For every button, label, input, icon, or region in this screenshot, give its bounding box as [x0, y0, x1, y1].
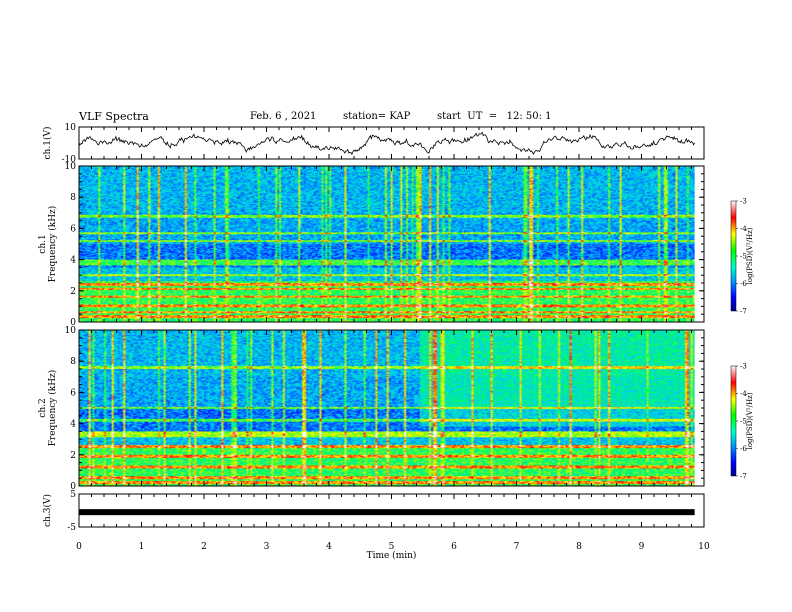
- x-tick-label: 8: [576, 542, 582, 552]
- ch3-y-tick-label: -5: [67, 523, 76, 533]
- ch1-spec-y-tick-label: 6: [70, 224, 76, 234]
- ch3-y-tick-label: 5: [70, 490, 76, 500]
- station-label: station= KAP: [343, 111, 411, 122]
- ch2-spec-y-tick-label: 4: [70, 420, 76, 430]
- ch3-y-axis-label: ch.3(V): [42, 494, 53, 527]
- ch3-signal-band: [79, 509, 695, 516]
- x-tick-label: 1: [139, 542, 145, 552]
- ch1-spec-y-tick-label: 8: [70, 193, 76, 203]
- colorbar-label: log(PSD)(V²/Hz): [746, 227, 754, 284]
- colorbar-label: log(PSD)(V²/Hz): [746, 392, 754, 449]
- x-tick-label: 0: [76, 542, 82, 552]
- ch2-spec-y-tick-label: 8: [70, 357, 76, 367]
- colorbar-tick-label: -5: [740, 253, 747, 261]
- date-label: Feb. 6 , 2021: [250, 111, 317, 122]
- figure-title: VLF Spectra: [79, 110, 149, 123]
- ch1-spec-y-tick-label: 10: [65, 162, 77, 172]
- ch1-waveform-line: [78, 131, 695, 156]
- colorbar-tick-label: -6: [740, 280, 747, 288]
- x-tick-label: 2: [201, 542, 207, 552]
- x-tick-label: 9: [639, 542, 645, 552]
- ch1-spec-y-tick-label: 0: [70, 318, 76, 328]
- ch2-spec-y-tick-label: 0: [70, 482, 76, 492]
- colorbar-tick-label: -6: [740, 445, 747, 453]
- colorbar-tick-label: -3: [740, 198, 747, 206]
- ch1-spec-y-tick-label: 2: [70, 287, 76, 297]
- colorbar-tick-label: -7: [740, 308, 747, 316]
- x-tick-label: 6: [451, 542, 457, 552]
- ch1-y-tick-label: 10: [65, 123, 77, 133]
- x-tick-label: 4: [326, 542, 332, 552]
- ch2-spec-y-tick-label: 10: [65, 326, 77, 336]
- colorbar-tick-label: -7: [740, 473, 747, 481]
- colorbar-tick-label: -4: [740, 390, 747, 398]
- ch1-spectrogram-colorbar: [730, 200, 737, 312]
- ch2-spectrogram-image: [79, 330, 695, 486]
- x-tick-label: 10: [698, 542, 710, 552]
- colorbar-tick-label: -4: [740, 225, 747, 233]
- ch1-spectrogram-image: [79, 166, 695, 322]
- colorbar-tick-label: -5: [740, 418, 747, 426]
- start-time-label: start UT = 12: 50: 1: [437, 111, 552, 122]
- colorbar-tick-label: -3: [740, 363, 747, 371]
- x-tick-label: 3: [264, 542, 270, 552]
- ch1-spec-y-tick-label: 4: [70, 256, 76, 266]
- ch1-y-tick-label: -10: [62, 155, 77, 165]
- ch1-spec-y-label-1: ch.1: [38, 234, 48, 253]
- x-axis-label: Time (min): [367, 550, 417, 561]
- ch2-spec-y-tick-label: 6: [70, 388, 76, 398]
- ch1-y-axis-label: ch.1(V): [42, 127, 53, 160]
- ch1-spec-y-label-2: Frequency (kHz): [47, 206, 58, 283]
- ch2-spec-y-label-2: Frequency (kHz): [47, 370, 58, 447]
- ch2-spectrogram-colorbar: [730, 365, 737, 477]
- x-tick-label: 7: [514, 542, 520, 552]
- ch2-spec-y-label-1: ch.2: [38, 398, 48, 417]
- ch2-spec-y-tick-label: 2: [70, 451, 76, 461]
- x-tick-label: 5: [389, 542, 395, 552]
